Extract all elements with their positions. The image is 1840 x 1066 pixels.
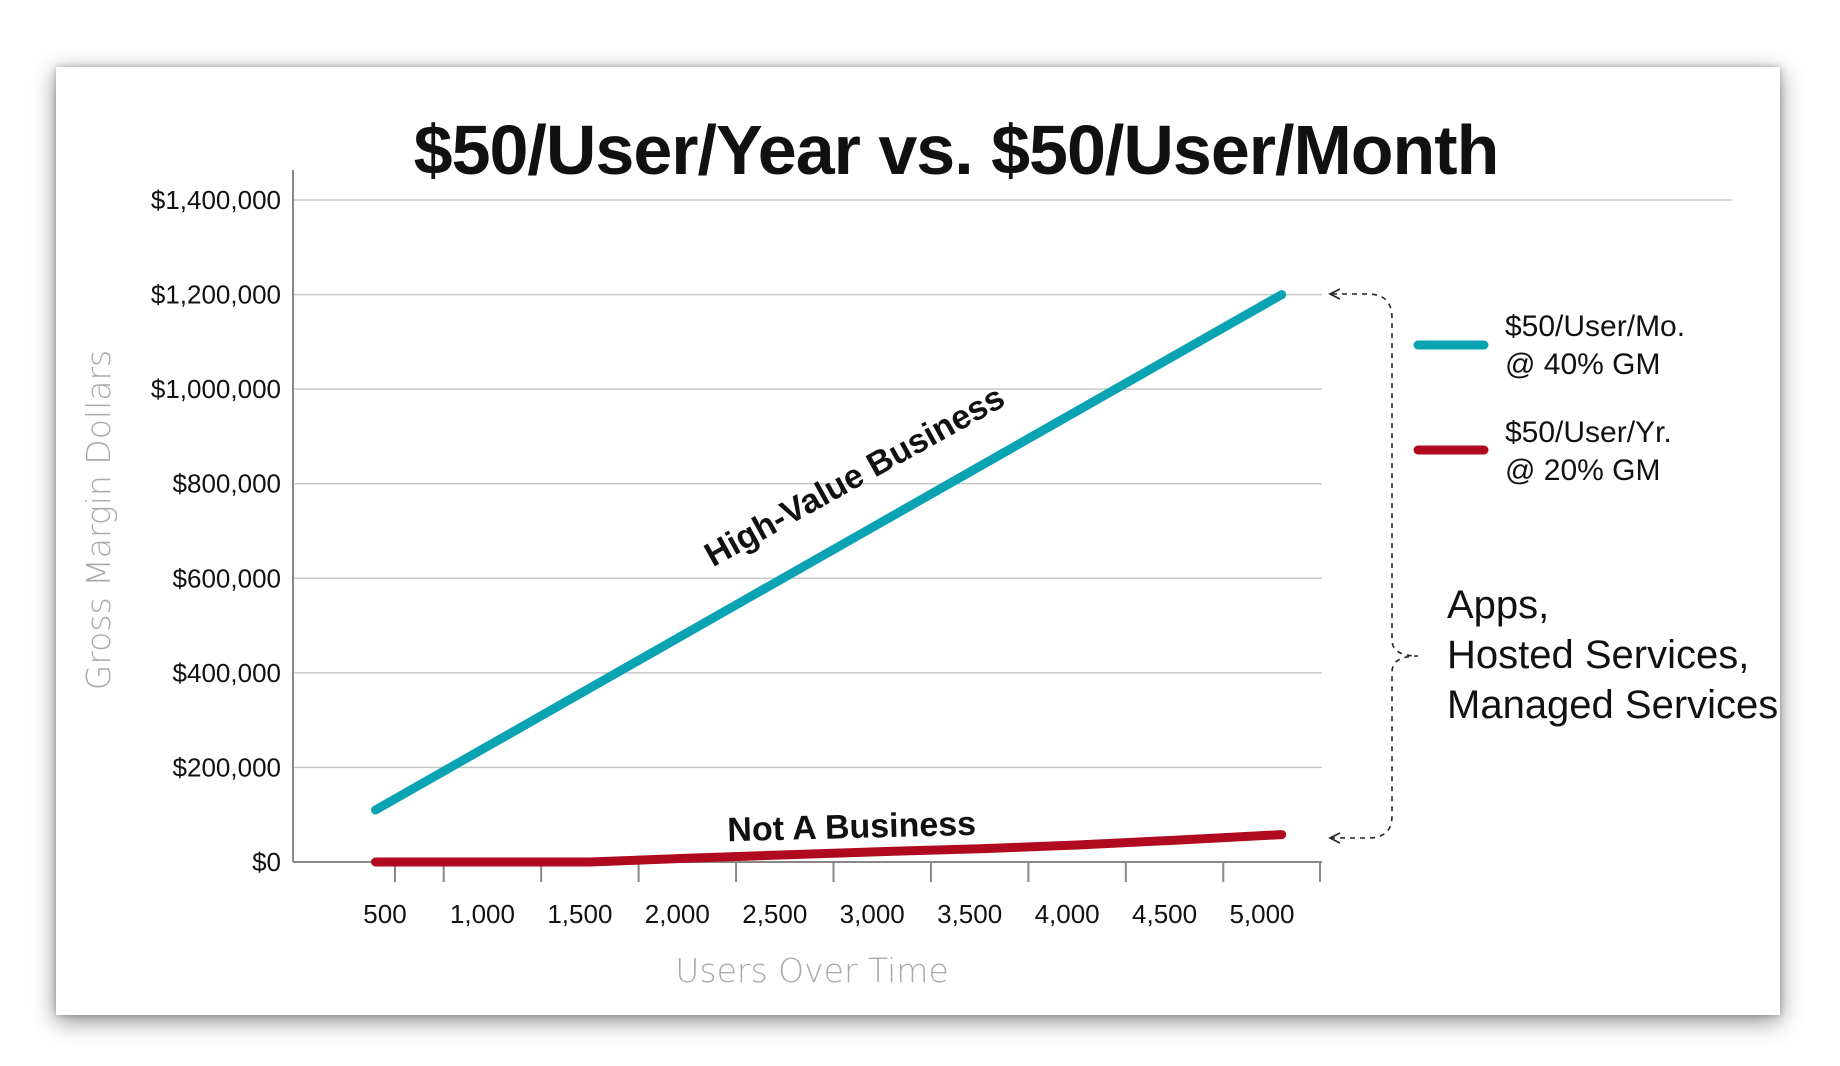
y-tick-label: $1,000,000 <box>151 374 281 404</box>
y-tick-label: $1,400,000 <box>151 185 281 215</box>
x-tick-label: 1,500 <box>547 899 612 929</box>
x-tick-marks <box>394 862 1321 882</box>
y-tick-label: $800,000 <box>173 469 281 499</box>
y-tick-labels: $0 $200,000 $400,000 $600,000 $800,000 $1,000… <box>151 185 281 877</box>
x-tick-label: 3,000 <box>840 899 905 929</box>
legend-label-yearly-line-1: $50/User/Yr. <box>1505 416 1672 449</box>
x-tick-label: 500 <box>363 899 406 929</box>
chart-title: $50/User/Year vs. $50/User/Month <box>414 111 1499 189</box>
legend-label-monthly-line-2: @ 40% GM <box>1505 348 1661 381</box>
legend: $50/User/Mo. @ 40% GM $50/User/Yr. @ 20%… <box>1413 310 1685 487</box>
bracket-arrow-bottom <box>1328 832 1341 844</box>
x-tick-label: 3,500 <box>937 899 1002 929</box>
x-tick-label: 2,500 <box>742 899 807 929</box>
x-tick-label: 5,000 <box>1229 899 1294 929</box>
y-tick-label: $200,000 <box>173 752 281 782</box>
series-line-yearly <box>371 830 1287 867</box>
y-tick-label: $400,000 <box>173 658 281 688</box>
series-lines <box>371 290 1287 867</box>
bracket-label-line-3: Managed Services <box>1447 683 1778 727</box>
grid-lines <box>293 199 1732 769</box>
bracket-label-line-1: Apps, <box>1447 583 1549 627</box>
annotation-not-business: Not A Business <box>727 805 977 849</box>
legend-label-yearly-line-2: @ 20% GM <box>1505 454 1661 487</box>
y-tick-label: $1,200,000 <box>151 280 281 310</box>
y-tick-label: $0 <box>252 847 281 877</box>
legend-label-monthly-line-1: $50/User/Mo. <box>1505 310 1685 343</box>
y-tick-label: $600,000 <box>173 563 281 593</box>
bracket-arrow-top <box>1328 288 1341 300</box>
x-tick-label: 4,000 <box>1035 899 1100 929</box>
chart-card <box>56 67 1780 1015</box>
x-tick-label: 4,500 <box>1132 899 1197 929</box>
x-tick-labels: 500 1,000 1,500 2,000 2,500 3,000 3,500 4,000 4,… <box>363 899 1294 929</box>
bracket-label-line-2: Hosted Services, <box>1447 633 1749 677</box>
dashed-bracket <box>1332 293 1419 839</box>
series-line-monthly <box>371 290 1287 815</box>
y-axis-label: Gross Margin Dollars <box>79 350 118 690</box>
x-axis-label: Users Over Time <box>675 951 949 990</box>
x-tick-label: 1,000 <box>450 899 515 929</box>
x-tick-label: 2,000 <box>645 899 710 929</box>
